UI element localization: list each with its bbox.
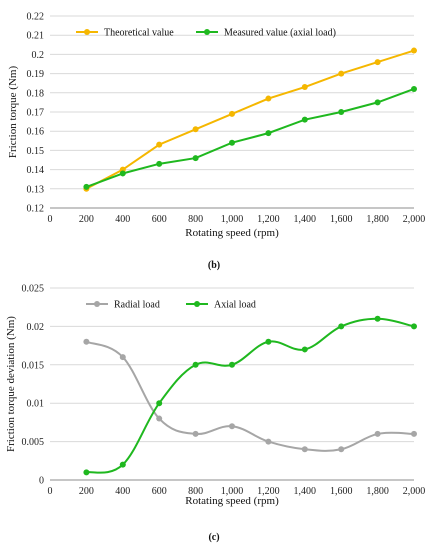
series-line bbox=[86, 88, 415, 188]
x-tick-label: 1,000 bbox=[221, 214, 244, 225]
x-tick-label: 800 bbox=[188, 214, 203, 225]
chart-b: 0.12 0.13 0.14 0.15 0.16 0.17 0.18 0.19 0.2 0.21 0… bbox=[7, 12, 425, 272]
legend-marker bbox=[84, 29, 90, 35]
data-point bbox=[119, 170, 126, 177]
data-point bbox=[83, 469, 90, 476]
data-point bbox=[411, 85, 417, 92]
x-axis-title: Rotating speed (rpm) bbox=[185, 495, 279, 507]
data-point bbox=[192, 430, 199, 437]
data-point bbox=[156, 400, 163, 407]
legend-marker bbox=[194, 301, 200, 307]
data-point bbox=[229, 139, 235, 146]
y-tick-label: 0.02 bbox=[27, 322, 45, 333]
x-tick-label: 0 bbox=[48, 486, 53, 497]
data-point bbox=[338, 446, 345, 453]
chart-c: 0 0.005 0.01 0.015 0.02 0.025 0 200 400 600 800 1,0… bbox=[5, 284, 425, 544]
y-tick-label: 0.16 bbox=[27, 127, 45, 138]
x-tick-label: 1,000 bbox=[221, 486, 244, 497]
series-line bbox=[85, 49, 415, 190]
data-point bbox=[301, 446, 308, 453]
data-point bbox=[119, 461, 126, 468]
x-tick-label: 2,000 bbox=[403, 214, 426, 225]
data-point bbox=[229, 110, 235, 117]
x-tick-label: 1,200 bbox=[257, 214, 280, 225]
y-tick-label: 0.21 bbox=[27, 31, 45, 42]
x-axis-title: Rotating speed (rpm) bbox=[185, 227, 279, 239]
data-point bbox=[119, 354, 126, 361]
data-point bbox=[338, 323, 345, 330]
x-tick-label: 0 bbox=[48, 214, 53, 225]
figure-caption: (b) bbox=[208, 260, 220, 271]
y-tick-label: 0.2 bbox=[32, 50, 45, 61]
data-point bbox=[301, 116, 308, 123]
y-tick-label: 0 bbox=[39, 476, 44, 487]
data-point bbox=[192, 361, 199, 368]
legend-label: Theoretical value bbox=[104, 28, 174, 39]
data-point bbox=[265, 338, 272, 345]
legend-label: Axial load bbox=[214, 300, 256, 311]
y-tick-label: 0.15 bbox=[27, 146, 45, 157]
data-point bbox=[374, 59, 381, 66]
x-tick-label: 1,400 bbox=[294, 486, 317, 497]
y-tick-label: 0.025 bbox=[22, 284, 45, 295]
x-tick-label: 200 bbox=[79, 486, 94, 497]
y-tick-label: 0.005 bbox=[22, 437, 45, 448]
data-point bbox=[229, 423, 235, 430]
y-axis-title: Friction torque deviation (Nm) bbox=[5, 316, 17, 452]
data-point bbox=[374, 99, 381, 106]
x-tick-label: 1,800 bbox=[366, 486, 389, 497]
data-point bbox=[156, 415, 163, 422]
x-tick-label: 1,200 bbox=[257, 486, 280, 497]
y-tick-label: 0.18 bbox=[27, 88, 45, 99]
x-tick-label: 1,800 bbox=[366, 214, 389, 225]
x-tick-label: 2,000 bbox=[403, 486, 426, 497]
data-point bbox=[338, 109, 345, 115]
data-point bbox=[411, 430, 417, 437]
data-point bbox=[411, 323, 417, 330]
x-tick-label: 800 bbox=[188, 486, 203, 497]
data-point bbox=[156, 141, 163, 148]
data-point bbox=[301, 84, 308, 91]
x-tick-label: 600 bbox=[152, 214, 167, 225]
y-tick-label: 0.015 bbox=[22, 360, 45, 371]
x-tick-label: 1,400 bbox=[294, 214, 317, 225]
data-point bbox=[374, 430, 381, 437]
series-line bbox=[86, 340, 415, 452]
legend-marker bbox=[94, 301, 100, 307]
x-tick-label: 1,600 bbox=[330, 214, 353, 225]
legend-label: Measured value (axial load) bbox=[224, 28, 336, 39]
data-point bbox=[338, 70, 345, 77]
y-tick-label: 0.01 bbox=[27, 399, 45, 410]
data-point bbox=[265, 95, 272, 102]
data-point bbox=[301, 346, 308, 353]
y-tick-label: 0.19 bbox=[27, 69, 45, 80]
y-axis-title: Friction torque (Nm) bbox=[7, 66, 19, 159]
data-point bbox=[83, 338, 90, 345]
series-line bbox=[86, 317, 415, 474]
data-point bbox=[156, 160, 163, 167]
y-tick-label: 0.13 bbox=[27, 184, 45, 195]
data-point bbox=[374, 315, 381, 322]
data-point bbox=[192, 155, 199, 162]
data-point bbox=[83, 183, 90, 190]
data-point bbox=[411, 47, 417, 54]
figure-caption: (c) bbox=[208, 532, 219, 543]
y-tick-label: 0.14 bbox=[27, 165, 45, 176]
data-point bbox=[229, 361, 235, 368]
y-tick-label: 0.22 bbox=[27, 12, 45, 23]
legend-marker bbox=[204, 29, 210, 35]
x-tick-label: 400 bbox=[115, 486, 130, 497]
data-point bbox=[265, 438, 272, 445]
x-tick-label: 600 bbox=[152, 486, 167, 497]
data-point bbox=[192, 126, 199, 133]
x-tick-label: 200 bbox=[79, 214, 94, 225]
legend-label: Radial load bbox=[114, 300, 160, 311]
x-tick-label: 1,600 bbox=[330, 486, 353, 497]
data-point bbox=[265, 130, 272, 137]
x-tick-label: 400 bbox=[115, 214, 130, 225]
y-tick-label: 0.17 bbox=[27, 108, 45, 119]
y-tick-label: 0.12 bbox=[27, 204, 45, 215]
